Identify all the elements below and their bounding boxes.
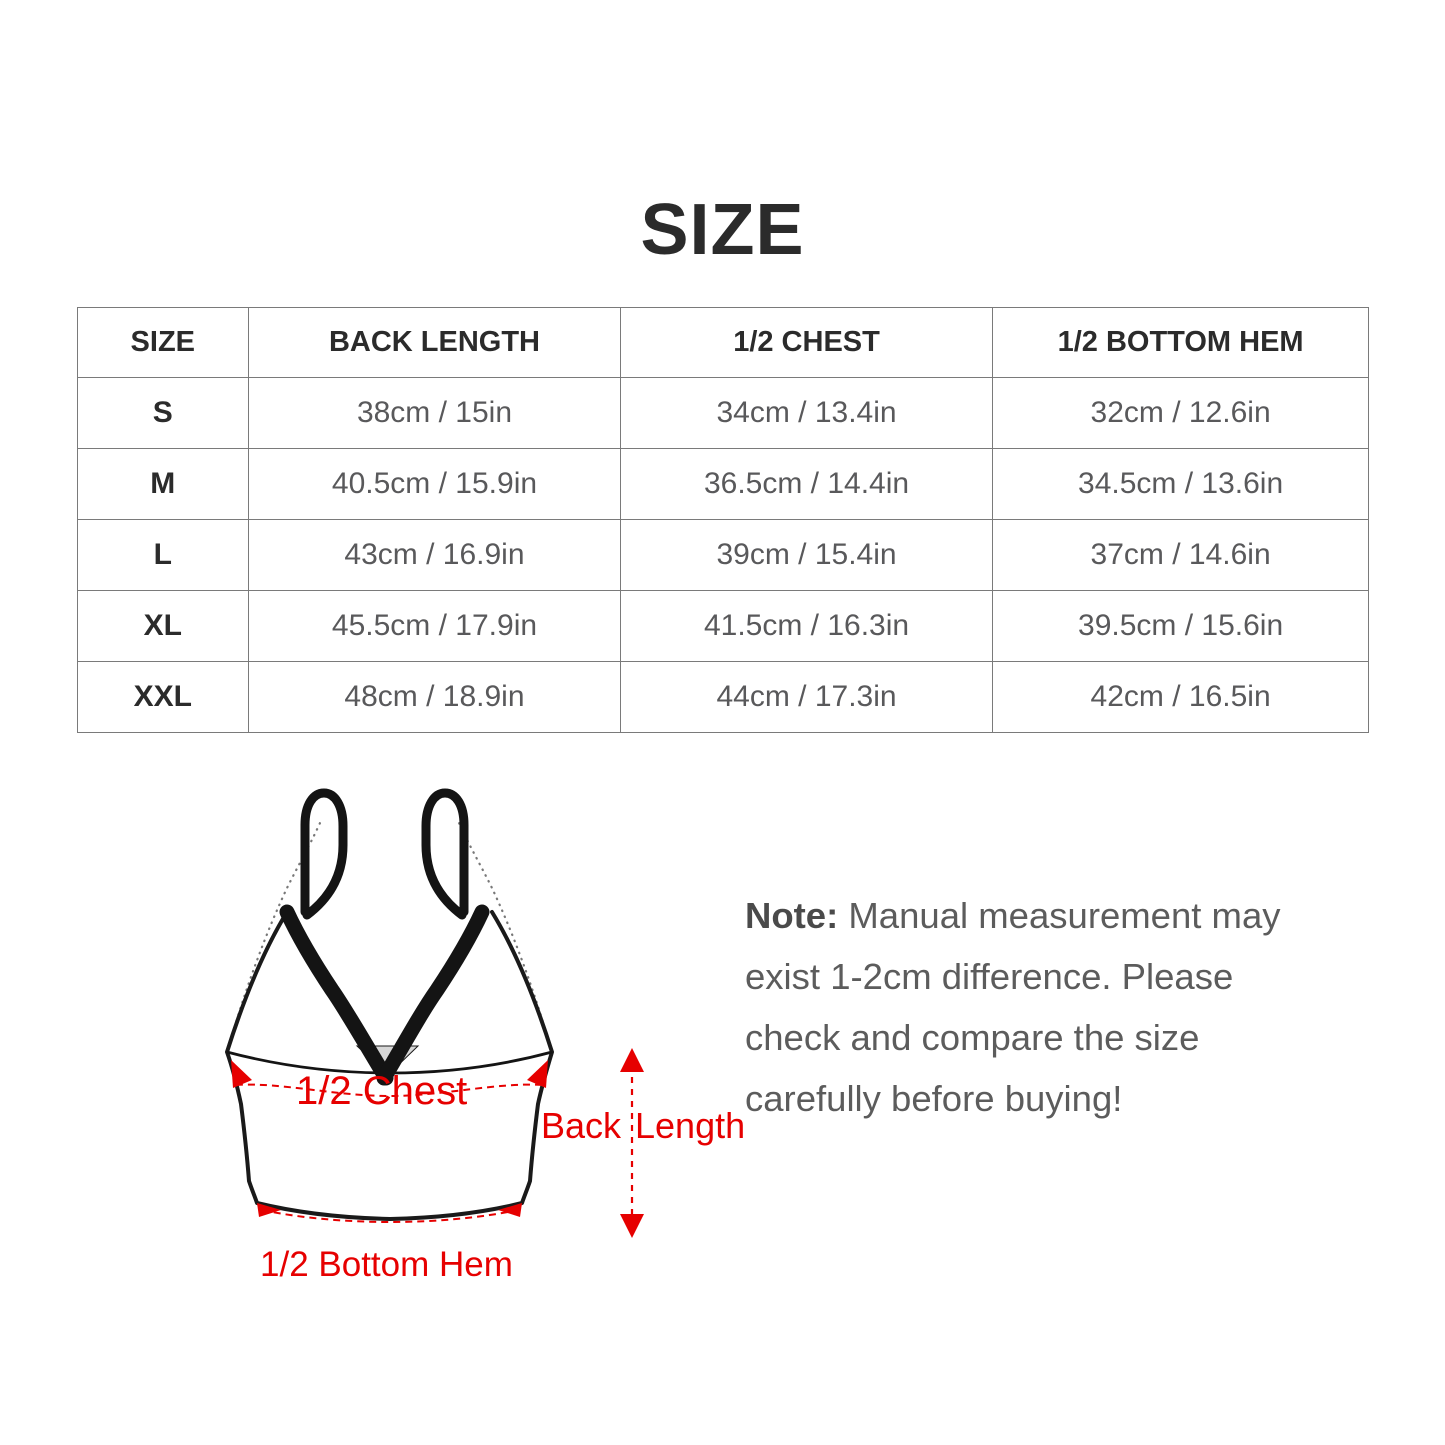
svg-text:1/2 Bottom Hem: 1/2 Bottom Hem — [260, 1245, 513, 1284]
svg-text:1/2 Chest: 1/2 Chest — [296, 1069, 467, 1113]
svg-text:Back: Back — [541, 1105, 622, 1146]
svg-text:Length: Length — [635, 1105, 745, 1146]
